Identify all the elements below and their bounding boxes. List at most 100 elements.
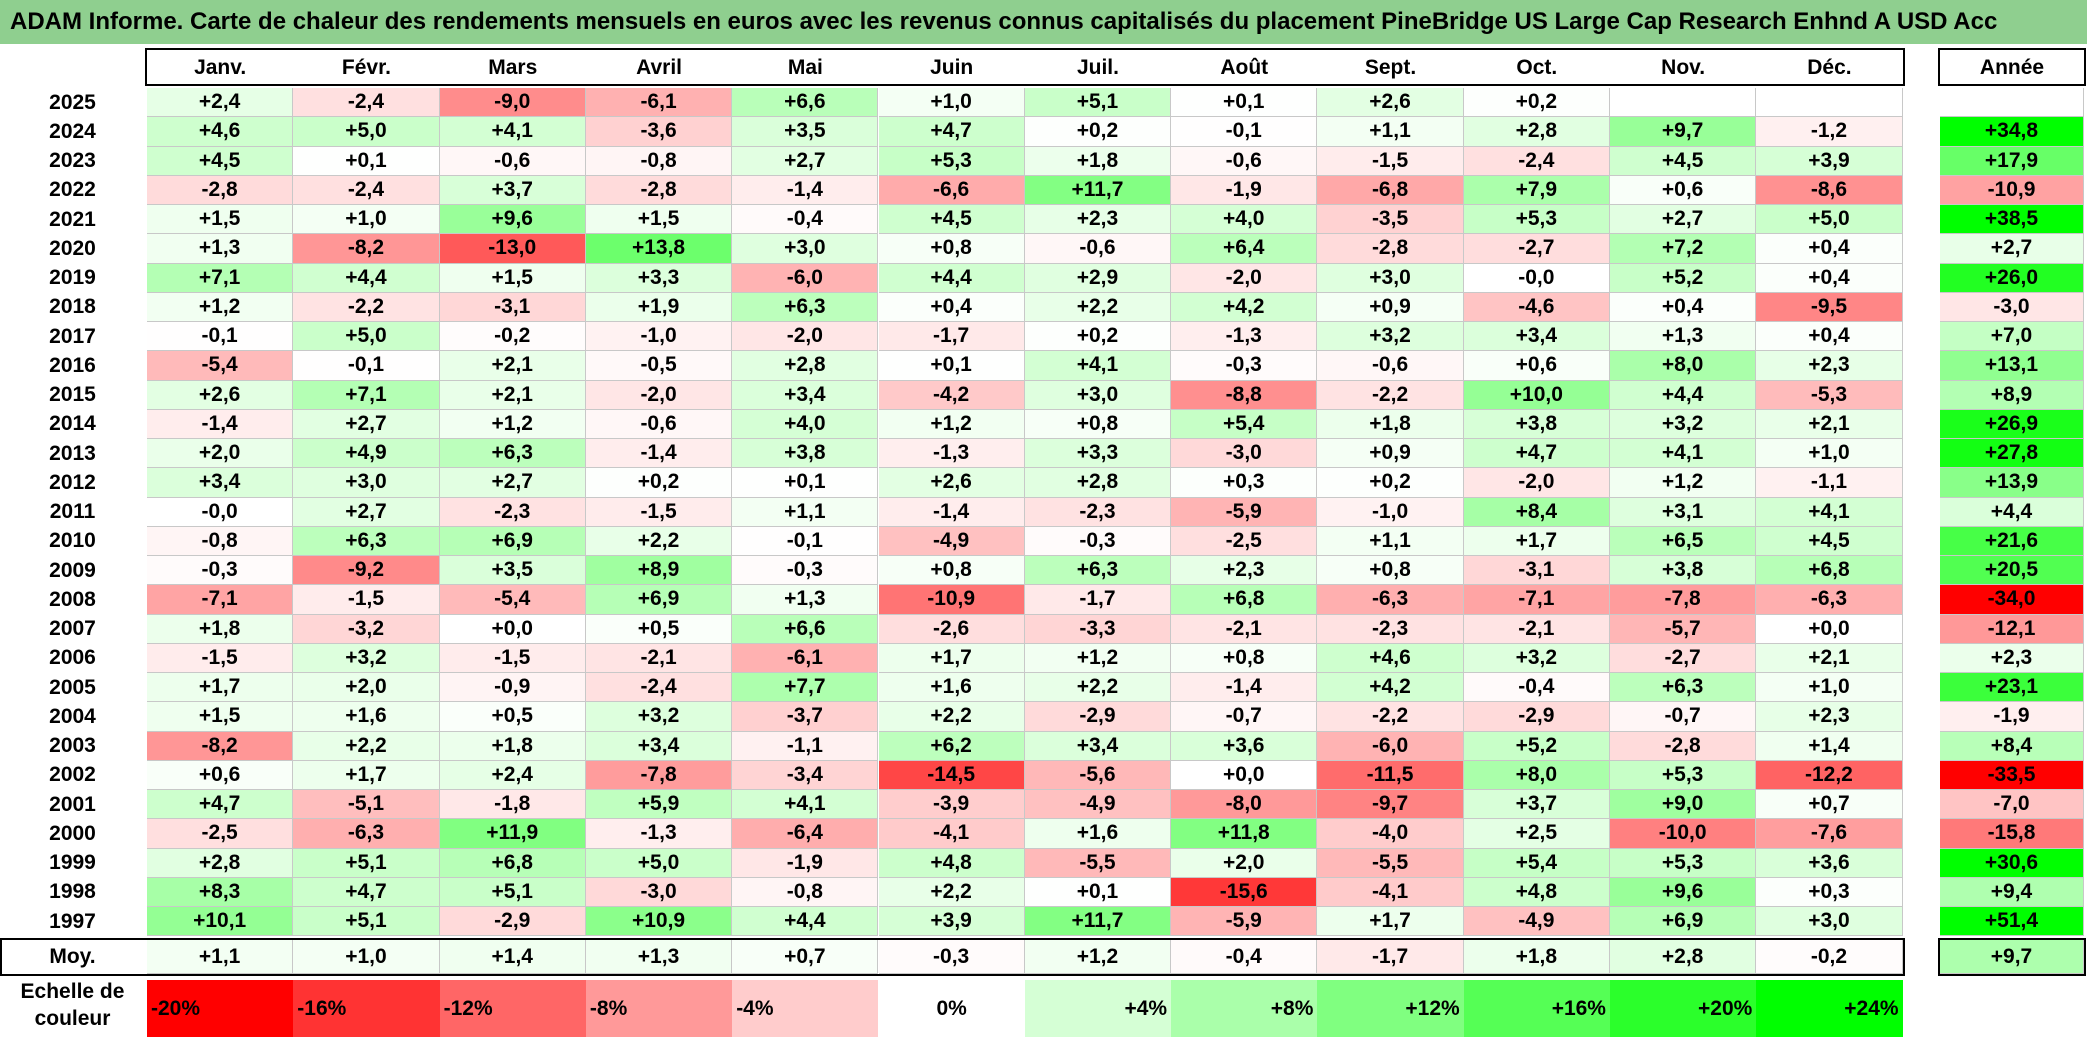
heatmap-cell: -1,7: [1024, 585, 1172, 615]
heatmap-cell: -2,0: [1171, 263, 1318, 293]
heatmap-cell: -1,4: [878, 497, 1025, 527]
heatmap-cell: -5,7: [1610, 614, 1757, 644]
color-scale-stop: +4%: [1024, 980, 1172, 1037]
heatmap-cell: -8,0: [1171, 790, 1318, 820]
heatmap-cell: -0,6: [439, 146, 586, 176]
heatmap-cell: +6,4: [1171, 234, 1318, 264]
heatmap-cell: -0,1: [732, 526, 879, 556]
heatmap-cell: -2,3: [439, 497, 586, 527]
heatmap-cell: +2,1: [439, 380, 586, 410]
annual-cell: +17,9: [1940, 146, 2084, 176]
heatmap-cell: +4,1: [439, 117, 586, 147]
heatmap-cell: -2,9: [439, 907, 586, 937]
heatmap-cell: +10,9: [585, 907, 733, 937]
heatmap-cell: -0,0: [1463, 263, 1610, 293]
heatmap-cell: -5,4: [439, 585, 586, 615]
heatmap-cell: +6,9: [585, 585, 733, 615]
heatmap-cell: +6,5: [1610, 526, 1757, 556]
heatmap-cell: +2,3: [1756, 702, 1903, 732]
heatmap-cell: +3,0: [1024, 380, 1172, 410]
heatmap-cell: +0,6: [1463, 351, 1610, 381]
heatmap-cell: +6,6: [732, 614, 879, 644]
heatmap-cell: +3,7: [439, 175, 586, 205]
heatmap-cell: +0,8: [878, 234, 1025, 264]
heatmap-cell: +1,6: [293, 702, 440, 732]
annual-cell: -34,0: [1940, 585, 2084, 615]
heatmap-cell: -2,4: [585, 673, 733, 703]
heatmap-cell: +2,1: [439, 351, 586, 381]
heatmap-cell: +3,2: [1317, 322, 1464, 352]
heatmap-cell: -2,4: [1463, 146, 1610, 176]
heatmap-cell: -0,6: [1317, 351, 1464, 381]
heatmap-cell: +11,9: [439, 819, 586, 849]
heatmap-cell: -2,0: [585, 380, 733, 410]
heatmap-cell: +2,7: [439, 468, 586, 498]
month-header: Mai: [732, 50, 879, 86]
heatmap-cell: -3,2: [293, 614, 440, 644]
color-scale-stop: +12%: [1317, 980, 1464, 1037]
heatmap-cell: +4,1: [732, 790, 879, 820]
heatmap-cell: +8,3: [147, 877, 294, 907]
heatmap-cell: -3,1: [1463, 556, 1610, 586]
color-scale-label: Echelle de couleur: [0, 978, 145, 1037]
month-header: Avril: [585, 50, 733, 86]
annual-cell: [1940, 88, 2084, 118]
heatmap-cell: +0,6: [1610, 175, 1757, 205]
heatmap-cell: -2,2: [293, 292, 440, 322]
average-annual-cell: +9,7: [1940, 940, 2084, 975]
heatmap-cell: +0,4: [1756, 263, 1903, 293]
heatmap-cell: -1,3: [585, 819, 733, 849]
year-label: 2008: [0, 585, 145, 615]
heatmap-cell: +2,2: [1024, 292, 1172, 322]
heatmap-cell: -9,7: [1317, 790, 1464, 820]
heatmap-cell: +2,1: [1756, 409, 1903, 439]
annual-cell: +13,1: [1940, 351, 2084, 381]
heatmap-cell: +1,5: [439, 263, 586, 293]
heatmap-cell: -2,7: [1463, 234, 1610, 264]
heatmap-cell: +1,2: [1610, 468, 1757, 498]
heatmap-cell: +5,1: [293, 907, 440, 937]
heatmap-cell: -4,1: [878, 819, 1025, 849]
heatmap-cell: -2,3: [1317, 614, 1464, 644]
heatmap-cell: +5,0: [585, 848, 733, 878]
heatmap-cell: +0,0: [1756, 614, 1903, 644]
annual-cell: +27,8: [1940, 439, 2084, 469]
heatmap-cell: +6,8: [439, 848, 586, 878]
heatmap-cell: +7,9: [1463, 175, 1610, 205]
heatmap-cell: -0,5: [585, 351, 733, 381]
year-label: 2005: [0, 673, 145, 703]
heatmap-cell: [1610, 88, 1757, 118]
heatmap-cell: -0,7: [1610, 702, 1757, 732]
color-scale-label-line2: couleur: [34, 1007, 111, 1030]
average-cell: +0,7: [732, 940, 879, 975]
heatmap-cell: +1,2: [1024, 643, 1172, 673]
heatmap-cell: +2,7: [1610, 205, 1757, 235]
heatmap-cell: +5,0: [293, 117, 440, 147]
heatmap-cell: +0,7: [1756, 790, 1903, 820]
heatmap-cell: +6,2: [878, 731, 1025, 761]
heatmap-cell: +7,1: [147, 263, 294, 293]
annual-cell: -1,9: [1940, 702, 2084, 732]
year-label: 2020: [0, 234, 145, 264]
heatmap-cell: -0,1: [147, 322, 294, 352]
heatmap-cell: +3,3: [1024, 439, 1172, 469]
heatmap-cell: -0,3: [147, 556, 294, 586]
heatmap-cell: +2,4: [147, 88, 294, 118]
heatmap-cell: -9,0: [439, 88, 586, 118]
heatmap-cell: -9,2: [293, 556, 440, 586]
heatmap-cell: +0,5: [439, 702, 586, 732]
heatmap-cell: +8,9: [585, 556, 733, 586]
year-label: 2024: [0, 117, 145, 147]
heatmap-cell: +3,4: [1024, 731, 1172, 761]
heatmap-cell: +8,0: [1463, 760, 1610, 790]
annual-cell: +23,1: [1940, 673, 2084, 703]
heatmap-cell: -7,8: [585, 760, 733, 790]
heatmap-cell: -3,6: [585, 117, 733, 147]
color-scale-stop: -16%: [293, 980, 440, 1037]
heatmap-cell: -0,9: [439, 673, 586, 703]
year-label: 2023: [0, 146, 145, 176]
heatmap-cell: +7,2: [1610, 234, 1757, 264]
heatmap-cell: -1,5: [293, 585, 440, 615]
annual-cell: +30,6: [1940, 848, 2084, 878]
heatmap-cell: +5,0: [1756, 205, 1903, 235]
